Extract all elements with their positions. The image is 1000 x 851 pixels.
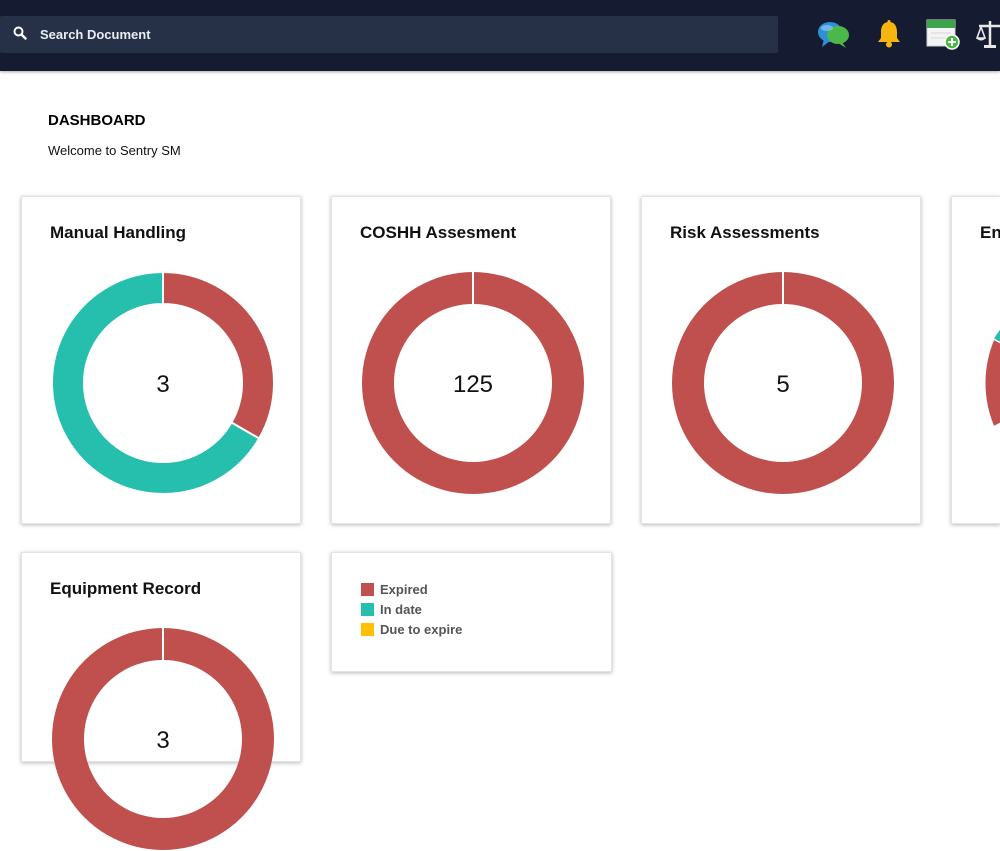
partial-donut-chart[interactable] bbox=[952, 271, 1000, 495]
donut-center-value: 5 bbox=[776, 371, 789, 398]
due-to-expire-swatch bbox=[361, 623, 374, 636]
donut-segment-expired bbox=[162, 271, 275, 440]
donut-segment-expired bbox=[984, 338, 1000, 428]
partial-card[interactable]: En bbox=[951, 196, 1000, 524]
expired-swatch bbox=[361, 583, 374, 596]
card-title: Risk Assessments bbox=[670, 223, 820, 242]
page-title: DASHBOARD bbox=[48, 112, 146, 129]
coshh-assessment-donut-chart[interactable]: 125 bbox=[361, 271, 585, 495]
equipment-record-donut-chart[interactable]: 3 bbox=[51, 627, 275, 851]
coshh-assessment-card[interactable]: COSHH Assesment 125 bbox=[331, 196, 611, 524]
search-icon[interactable] bbox=[13, 26, 27, 45]
legend-item-in-date: In date bbox=[361, 602, 422, 617]
bell-icon[interactable] bbox=[876, 20, 902, 53]
donut-center-value: 3 bbox=[156, 727, 169, 754]
donut-center-value: 3 bbox=[156, 371, 169, 398]
add-calendar-icon[interactable] bbox=[925, 17, 961, 56]
chat-icon[interactable] bbox=[816, 16, 852, 57]
card-title: COSHH Assesment bbox=[360, 223, 517, 242]
legend-card: Expired In date Due to expire bbox=[331, 552, 612, 672]
risk-assessments-donut-chart[interactable]: 5 bbox=[671, 271, 895, 495]
donut-center-value: 125 bbox=[453, 371, 493, 398]
search-bar[interactable] bbox=[0, 16, 778, 53]
risk-assessments-card[interactable]: Risk Assessments 5 bbox=[641, 196, 921, 524]
in-date-swatch bbox=[361, 603, 374, 616]
manual-handling-donut-chart[interactable]: 3 bbox=[51, 271, 275, 495]
card-title: Manual Handling bbox=[50, 223, 186, 242]
legend-item-expired: Expired bbox=[361, 582, 428, 597]
search-input[interactable] bbox=[34, 16, 746, 53]
card-title: En bbox=[980, 223, 1000, 242]
legend-item-due-to-expire: Due to expire bbox=[361, 622, 462, 637]
equipment-record-card[interactable]: Equipment Record 3 bbox=[21, 552, 301, 850]
welcome-message: Welcome to Sentry SM bbox=[48, 143, 181, 158]
manual-handling-card[interactable]: Manual Handling 3 bbox=[21, 196, 301, 524]
page-header: DASHBOARD Welcome to Sentry SM bbox=[48, 112, 181, 158]
card-title: Equipment Record bbox=[50, 579, 202, 598]
top-navigation-bar bbox=[0, 0, 1000, 71]
scales-icon[interactable] bbox=[975, 18, 1000, 55]
donut-segment-in-date bbox=[51, 271, 261, 495]
